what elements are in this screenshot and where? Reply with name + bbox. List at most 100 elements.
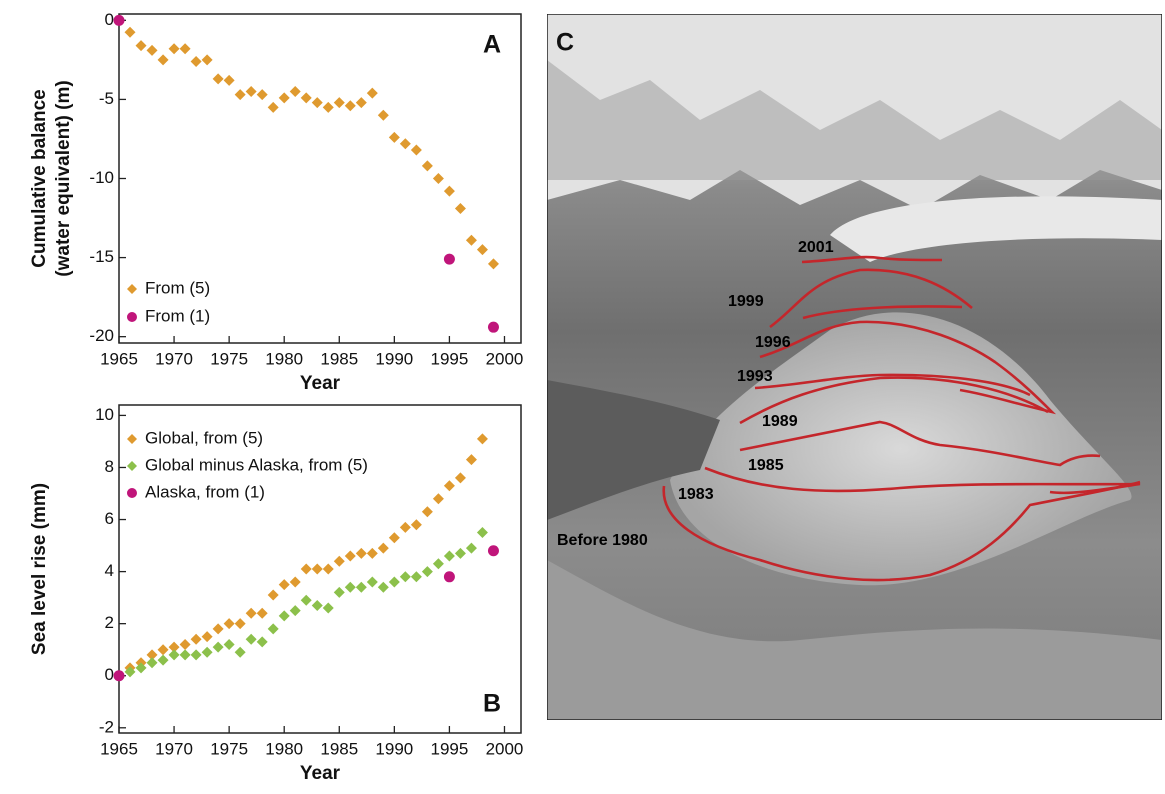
point <box>432 493 444 505</box>
point <box>421 160 433 172</box>
point <box>168 649 180 661</box>
year-label: 1983 <box>678 486 714 503</box>
point <box>465 234 477 246</box>
point <box>399 521 411 533</box>
point <box>300 92 312 104</box>
y-tick-label: 10 <box>95 405 114 424</box>
x-tick-label: 1995 <box>430 739 468 758</box>
y-tick-label: -10 <box>89 168 114 187</box>
point <box>190 649 202 661</box>
x-tick-label: 1965 <box>100 349 138 368</box>
legend-entry: From (5) <box>127 278 210 297</box>
x-tick-label: 1995 <box>430 349 468 368</box>
point <box>168 43 180 55</box>
panel-label: B <box>483 690 501 718</box>
point <box>179 649 191 661</box>
year-label: 1999 <box>728 293 764 310</box>
point <box>344 100 356 112</box>
point <box>157 54 169 66</box>
point <box>454 203 466 215</box>
point <box>201 646 213 658</box>
y-tick-label: 6 <box>105 509 114 528</box>
terminus-line <box>662 480 1141 582</box>
photo-panel: C 2001 1999 1996 1993 1989 1985 1983 Bef… <box>547 14 1162 720</box>
plot-frame <box>118 404 522 734</box>
point <box>333 586 345 598</box>
point <box>311 97 323 109</box>
y-tick-label: -20 <box>89 326 114 345</box>
point <box>278 579 290 591</box>
point <box>443 253 455 265</box>
point <box>179 43 191 55</box>
point <box>388 131 400 143</box>
x-axis-label: Year <box>300 763 341 784</box>
point <box>146 657 158 669</box>
point <box>355 547 367 559</box>
point <box>454 472 466 484</box>
point <box>311 599 323 611</box>
x-tick-label: 1990 <box>375 349 413 368</box>
point <box>377 542 389 554</box>
point <box>476 244 488 256</box>
moraine <box>547 560 1162 720</box>
point <box>377 581 389 593</box>
y-tick-label: -2 <box>99 717 114 736</box>
point <box>399 138 411 150</box>
legend-entry: Global minus Alaska, from (5) <box>127 455 368 474</box>
glacier-terminus <box>670 312 1132 586</box>
point <box>267 623 279 635</box>
point <box>245 607 257 619</box>
glacier-tongue <box>830 196 1162 262</box>
legend-label: Global minus Alaska, from (5) <box>145 455 368 474</box>
point <box>124 26 136 38</box>
y-axis-label: Cumulative balance <box>29 89 50 267</box>
point <box>256 636 268 648</box>
legend-label: Alaska, from (1) <box>145 482 265 501</box>
legend-swatch <box>127 434 137 444</box>
point <box>201 54 213 66</box>
point <box>421 566 433 578</box>
valley-wall <box>547 380 720 520</box>
x-tick-label: 1975 <box>210 349 248 368</box>
point <box>113 670 125 682</box>
point <box>322 602 334 614</box>
point <box>322 563 334 575</box>
point <box>454 547 466 559</box>
x-tick-label: 1990 <box>375 739 413 758</box>
point <box>322 101 334 113</box>
point <box>476 527 488 539</box>
point <box>432 173 444 184</box>
x-tick-label: 2000 <box>486 739 524 758</box>
x-tick-label: 1980 <box>265 739 303 758</box>
point <box>300 594 312 606</box>
terminus-line <box>739 376 1049 425</box>
point <box>333 97 345 109</box>
point <box>256 89 268 101</box>
x-tick-label: 1970 <box>155 739 193 758</box>
point <box>410 519 422 531</box>
point <box>223 618 235 630</box>
point <box>443 571 455 583</box>
point <box>212 73 224 85</box>
point <box>179 638 191 650</box>
legend-entry: Global, from (5) <box>127 428 263 447</box>
point <box>245 86 257 98</box>
point <box>234 618 246 630</box>
point <box>366 547 378 559</box>
point <box>465 542 477 554</box>
point <box>113 14 125 26</box>
point <box>146 649 158 661</box>
point <box>432 558 444 570</box>
point <box>355 97 367 109</box>
point <box>212 623 224 635</box>
y-tick-label: 8 <box>105 457 114 476</box>
terminus-line <box>769 268 973 329</box>
terminus-line <box>802 305 963 320</box>
year-label: 1993 <box>737 368 773 385</box>
y-tick-label: -5 <box>99 89 114 108</box>
point <box>399 571 411 583</box>
point <box>157 654 169 666</box>
point <box>278 92 290 104</box>
legend-swatch <box>127 488 137 498</box>
